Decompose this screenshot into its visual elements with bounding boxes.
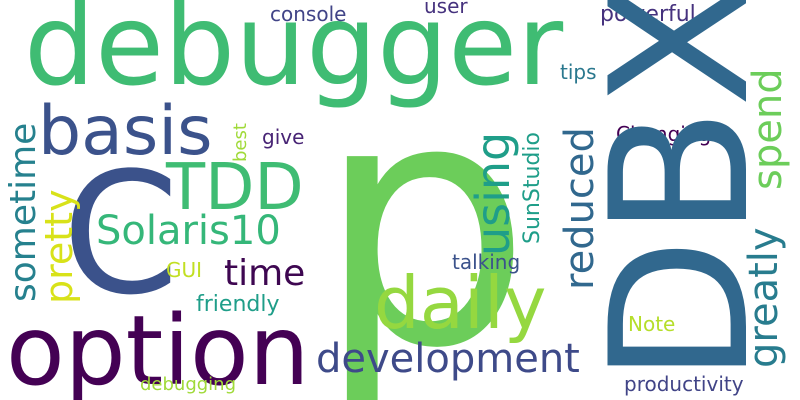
word-basis: basis: [38, 92, 213, 171]
word-p: p: [316, 27, 532, 400]
word-give: give: [262, 125, 305, 149]
word-console: console: [270, 2, 347, 26]
word-pretty: pretty: [37, 189, 81, 304]
word-option: option: [6, 295, 310, 400]
word-debugger: debugger: [24, 0, 564, 111]
word-changing: Changing: [616, 122, 712, 146]
word-productivity: productivity: [624, 372, 744, 396]
word-reduced: reduced: [557, 127, 603, 290]
word-user: user: [424, 0, 468, 18]
word-tips: tips: [560, 60, 597, 84]
word-greatly: greatly: [741, 227, 787, 368]
word-c: C: [62, 136, 180, 332]
word-gui: GUI: [166, 258, 203, 282]
word-sunstudio: SunStudio: [520, 132, 545, 244]
word-daily: daily: [374, 261, 547, 345]
word-debugging: debugging: [140, 374, 237, 395]
word-using: using: [466, 131, 520, 256]
word-friendly: friendly: [196, 292, 280, 317]
word-note: Note: [628, 312, 676, 336]
word-spend: spend: [745, 68, 791, 190]
word-talking: talking: [452, 250, 521, 274]
word-solaris10: Solaris10: [96, 208, 281, 254]
word-powerful: powerful: [600, 2, 696, 27]
word-time: time: [224, 253, 306, 294]
word-development: development: [316, 336, 580, 382]
word-best: best: [230, 123, 251, 162]
word-tdd: TDD: [166, 151, 304, 225]
